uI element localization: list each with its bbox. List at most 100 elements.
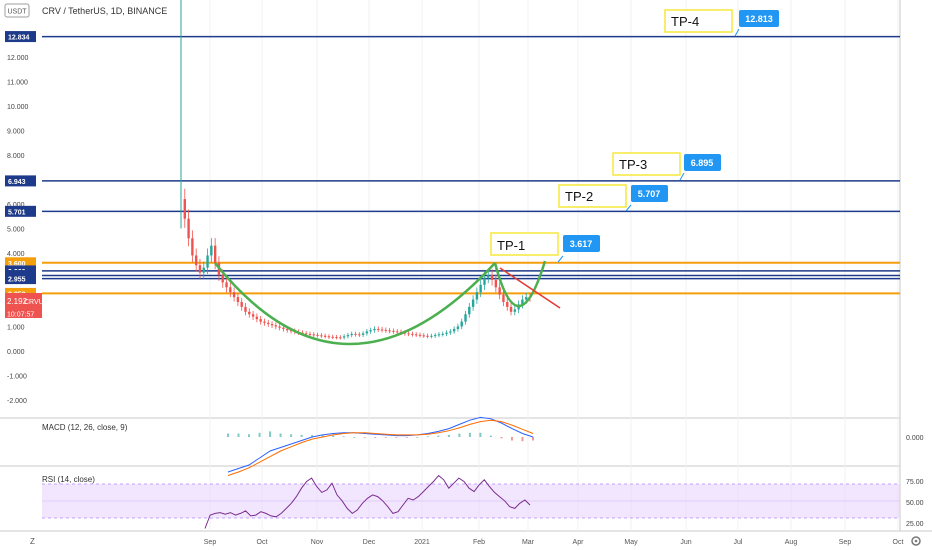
candle-body xyxy=(384,329,388,331)
y-tick-label: 4.000 xyxy=(7,251,25,258)
x-tick-label: Sep xyxy=(204,539,217,546)
candle-body xyxy=(430,335,433,337)
y-tick-label: 10.000 xyxy=(7,104,29,111)
macd-histogram-bar xyxy=(405,437,408,438)
candle-body xyxy=(236,297,240,302)
candle-body xyxy=(380,329,384,331)
current-symbol: CRVUSDT xyxy=(24,299,58,306)
level-label-bg xyxy=(5,257,36,269)
macd-histogram-bar xyxy=(521,437,524,442)
current-price-value: 2.192 xyxy=(7,297,28,306)
candle-body xyxy=(365,331,369,334)
candle-body xyxy=(521,299,524,305)
tp-1-marker[interactable]: TP-1 3.617 xyxy=(490,232,600,263)
macd-histogram-bar xyxy=(395,437,398,438)
candle-body xyxy=(426,335,429,337)
candle-body xyxy=(198,265,202,273)
currency-label: USDT xyxy=(7,9,27,16)
macd-histogram-bar xyxy=(332,435,335,437)
candle-body xyxy=(255,316,259,320)
x-tick-label: Oct xyxy=(257,539,268,546)
macd-histogram-bar xyxy=(258,432,261,437)
candle-body xyxy=(475,292,479,300)
candle-body xyxy=(229,287,232,293)
macd-histogram-bar xyxy=(426,436,429,438)
candle-body xyxy=(509,306,513,312)
tp-3-marker[interactable]: TP-3 6.895 xyxy=(612,152,721,181)
macd-histogram-bar xyxy=(374,437,377,438)
candle-body xyxy=(187,218,190,239)
currency-badge[interactable] xyxy=(4,3,30,18)
y-tick-label: 8.000 xyxy=(7,153,25,160)
candle-body xyxy=(308,333,312,335)
tp-2-marker[interactable]: TP-2 5.707 xyxy=(558,184,668,212)
tp-4-label: TP-4 xyxy=(671,14,699,29)
candle-body xyxy=(433,335,437,337)
y-tick-label: 11.000 xyxy=(7,80,28,87)
macd-histogram-bar xyxy=(353,437,356,438)
candle-body xyxy=(350,333,353,336)
candle-body xyxy=(323,335,327,337)
macd-histogram-bar xyxy=(237,433,240,437)
candle-body xyxy=(388,330,391,332)
y-tick-label: 1.000 xyxy=(7,325,25,332)
cup-curve xyxy=(214,262,496,346)
candle-body xyxy=(468,306,471,315)
candle-body xyxy=(506,302,509,307)
tp-4-value: 12.813 xyxy=(745,14,773,24)
gear-icon[interactable] xyxy=(911,536,921,546)
candle-body xyxy=(339,337,342,339)
candle-body xyxy=(320,335,323,337)
tp-3-value: 6.895 xyxy=(691,158,714,168)
candle-body xyxy=(286,328,289,331)
candle-body xyxy=(464,314,467,322)
level-label: 5.701 xyxy=(8,209,26,216)
candle-body xyxy=(396,331,399,333)
candle-body xyxy=(358,334,361,336)
candle-body xyxy=(282,327,285,329)
macd-histogram-bar xyxy=(311,434,314,437)
x-tick-label: Aug xyxy=(785,539,798,546)
x-tick-label: 2021 xyxy=(414,539,430,546)
level-label: 3.600 xyxy=(8,261,26,268)
candle-body xyxy=(248,311,251,315)
candle-body xyxy=(331,336,334,338)
candle-body xyxy=(304,333,308,335)
y-tick-label: 0.000 xyxy=(7,349,25,356)
candle-body xyxy=(490,275,494,280)
candle-body xyxy=(422,335,425,337)
candle-body xyxy=(240,302,243,307)
current-price-tag: 2.192 CRVUSDT 10:07:57 xyxy=(5,293,58,319)
macd-histogram-bar xyxy=(468,432,471,437)
rsi-tick-75: 75.00 xyxy=(906,479,924,486)
rsi-line xyxy=(204,474,531,529)
candle-body xyxy=(259,319,262,322)
macd-histogram-bar xyxy=(500,437,503,439)
candle-body xyxy=(183,199,186,219)
candle-body xyxy=(354,333,357,335)
macd-histogram-bar xyxy=(269,431,272,437)
y-tick-label: 12.000 xyxy=(7,55,29,62)
x-tick-label: Nov xyxy=(311,539,324,546)
candle-body xyxy=(513,309,517,312)
tp-4-marker[interactable]: TP-4 12.813 xyxy=(664,9,779,37)
tp-1-label: TP-1 xyxy=(497,238,525,253)
symbol-title: CRV / TetherUS, 1D, BINANCE xyxy=(42,6,167,16)
candle-body xyxy=(274,325,278,327)
candle-body xyxy=(418,334,422,336)
candle-body xyxy=(194,255,198,266)
x-tick-label: Mar xyxy=(522,539,535,546)
candle-body xyxy=(445,332,448,334)
candle-body xyxy=(225,282,228,288)
candle-body xyxy=(441,333,444,335)
y-tick-label: -1.000 xyxy=(7,374,27,381)
macd-histogram-bar xyxy=(227,433,229,437)
level-label: 12.834 xyxy=(8,35,30,42)
candle-body xyxy=(289,330,293,332)
scale-toggle[interactable]: Z xyxy=(30,537,35,546)
chart-header: USDT CRV / TetherUS, 1D, BINANCE xyxy=(4,3,167,18)
y-tick-label: 5.000 xyxy=(7,227,25,234)
candle-body xyxy=(270,324,274,326)
macd-zero-label: 0.000 xyxy=(906,435,924,442)
